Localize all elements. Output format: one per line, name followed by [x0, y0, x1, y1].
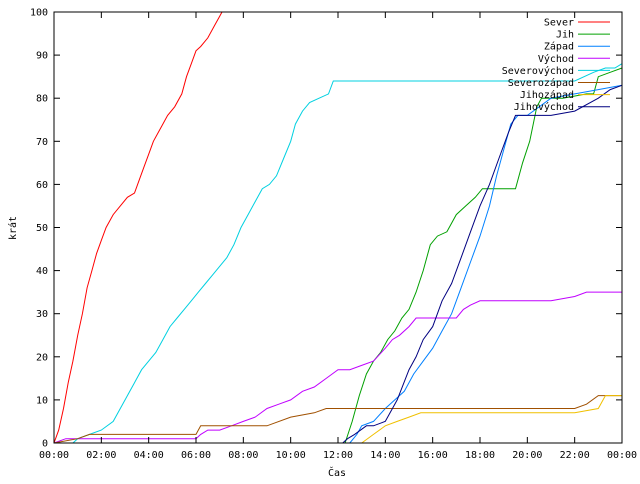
legend-label-6: Severozápad [508, 77, 574, 89]
y-axis-label: krát [7, 216, 19, 240]
plot-layer [53, 11, 623, 444]
y-tick-label: 30 [36, 309, 48, 320]
y-tick-label: 20 [36, 352, 48, 363]
x-axis-label: Čas [328, 466, 346, 479]
y-tick-label: 60 [36, 180, 48, 191]
series-line-6 [53, 395, 622, 444]
series-line-7 [338, 395, 622, 444]
x-tick-label: 00:00 [39, 450, 69, 461]
legend-label-3: Západ [544, 41, 574, 53]
x-tick-label: 00:00 [607, 450, 637, 461]
x-tick-label: 06:00 [181, 450, 211, 461]
legend-label-1: Sever [544, 18, 574, 29]
legend: SeverJihZápadVýchodSeverovýchodSeverozáp… [502, 18, 610, 113]
y-tick-label: 100 [30, 8, 48, 19]
series-line-4 [53, 291, 622, 444]
x-tick-label: 18:00 [465, 450, 495, 461]
x-tick-label: 04:00 [134, 450, 164, 461]
series-line-2 [344, 67, 623, 444]
x-tick-label: 02:00 [86, 450, 116, 461]
legend-label-2: Jih [556, 30, 574, 41]
legend-label-5: Severovýchod [502, 65, 574, 77]
y-tick-label: 90 [36, 51, 48, 62]
x-tick-label: 22:00 [560, 450, 590, 461]
y-tick-label: 80 [36, 94, 48, 105]
y-tick-label: 40 [36, 266, 48, 277]
x-tick-label: 10:00 [276, 450, 306, 461]
y-tick-label: 0 [42, 439, 48, 450]
y-tick-label: 50 [36, 223, 48, 234]
y-tick-label: 10 [36, 395, 48, 406]
x-tick-label: 12:00 [323, 450, 353, 461]
legend-label-7: Jihozápad [520, 89, 574, 101]
x-tick-label: 08:00 [228, 450, 258, 461]
y-tick-label: 70 [36, 137, 48, 148]
axes-layer: 0 10 20 30 40 50 60 70 80 90 100 00:00 02:00 04:00 06:… [30, 8, 637, 462]
series-line-8 [326, 84, 623, 444]
x-tick-label: 14:00 [370, 450, 400, 461]
legend-label-8: Jihovýchod [514, 101, 574, 113]
series-line-3 [349, 84, 623, 444]
legend-label-4: Východ [538, 53, 574, 65]
x-tick-label: 16:00 [418, 450, 448, 461]
series-line-5 [72, 63, 623, 444]
x-tick-label: 20:00 [512, 450, 542, 461]
series-line-1 [53, 11, 223, 444]
